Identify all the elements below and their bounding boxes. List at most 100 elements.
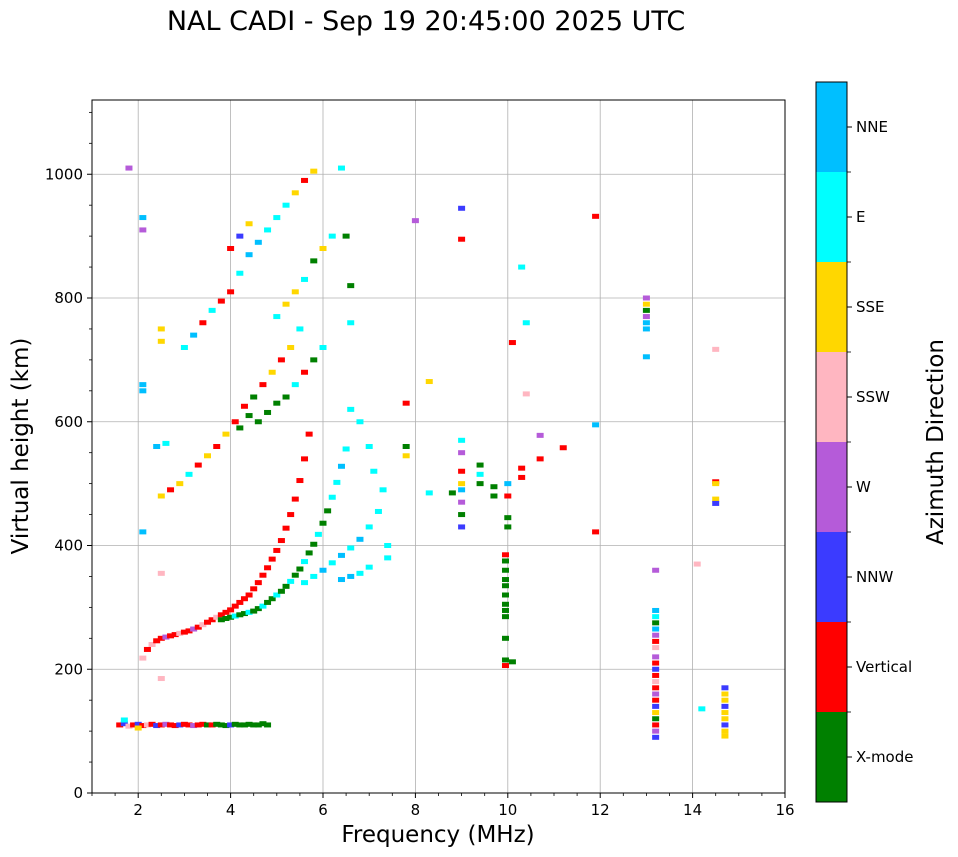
echo-point [208, 617, 216, 623]
echo-point [458, 487, 466, 493]
echo-point [356, 570, 364, 576]
echo-point [458, 524, 466, 530]
echo-point [199, 320, 207, 326]
colorbar-swatch [816, 82, 847, 172]
echo-point [592, 213, 600, 219]
echo-point [125, 723, 133, 729]
x-tick-label: 6 [318, 801, 328, 819]
echo-point [236, 233, 244, 239]
echo-point [374, 508, 382, 514]
series-group [153, 326, 327, 499]
y-tick-label: 1000 [45, 165, 83, 183]
colorbar-swatch [816, 532, 847, 622]
echo-point [693, 561, 701, 567]
echo-point [458, 481, 466, 487]
echo-point [134, 725, 142, 731]
echo-point [157, 570, 165, 576]
echo-point [652, 660, 660, 666]
echo-point [301, 369, 309, 375]
data-points [116, 165, 729, 740]
echo-point [319, 345, 327, 350]
echo-point [180, 721, 188, 727]
echo-point [337, 463, 345, 469]
colorbar-category-label: X-mode [856, 748, 913, 766]
echo-point [501, 567, 509, 573]
echo-point [264, 227, 272, 233]
echo-point [204, 619, 211, 625]
echo-point [171, 632, 179, 638]
echo-point [240, 596, 248, 602]
echo-point [176, 722, 184, 728]
echo-point [305, 431, 313, 437]
echo-point [139, 723, 147, 729]
x-axis-label: Frequency (MHz) [341, 822, 534, 848]
colorbar-frame [815, 81, 848, 803]
colorbar-category-label: Vertical [856, 658, 912, 676]
echo-point [153, 638, 161, 644]
echo-point [240, 722, 248, 728]
echo-point [268, 556, 276, 562]
echo-point [384, 555, 392, 561]
echo-point [501, 635, 509, 641]
echo-point [254, 606, 262, 612]
echo-point [139, 529, 147, 535]
echo-point [652, 672, 660, 678]
echo-point [264, 409, 272, 415]
echo-point [231, 419, 239, 425]
echo-point [120, 717, 128, 723]
echo-point [652, 567, 660, 573]
echo-point [518, 465, 526, 471]
echo-point [190, 723, 198, 729]
echo-point [652, 620, 660, 626]
echo-point [268, 369, 276, 375]
echo-point [264, 599, 272, 605]
echo-point [157, 722, 165, 728]
echo-point [134, 721, 142, 727]
echo-point [504, 515, 512, 521]
echo-point [508, 340, 516, 346]
echo-point [259, 603, 267, 609]
echo-point [208, 307, 216, 313]
echo-point [222, 616, 230, 622]
echo-point [501, 552, 509, 558]
colorbar-category-label: SSW [856, 388, 890, 406]
x-tick-label: 12 [591, 801, 610, 819]
echo-point [139, 388, 147, 394]
echo-point [652, 614, 660, 620]
echo-point [476, 462, 484, 468]
echo-point [231, 603, 239, 609]
x-axis: 2 4 6 8 10 12 14 16 [91, 793, 795, 819]
echo-point [185, 722, 193, 728]
echo-point [222, 431, 230, 437]
echo-point [245, 609, 253, 615]
echo-point [642, 326, 650, 332]
echo-point [652, 654, 660, 660]
echo-point [652, 638, 660, 644]
echo-point [213, 614, 221, 620]
echo-point [277, 538, 285, 544]
echo-point [504, 493, 512, 499]
echo-point [301, 580, 309, 586]
echo-point [227, 614, 235, 620]
echo-point [652, 728, 660, 734]
echo-point [185, 628, 193, 634]
echo-point [642, 314, 650, 320]
echo-point [130, 722, 138, 728]
echo-point [277, 588, 285, 594]
echo-point [301, 177, 309, 183]
echo-point [721, 716, 729, 722]
colorbar-swatch [816, 262, 847, 352]
colorbar-label: Azimuth Direction [923, 339, 949, 545]
echo-point [721, 728, 729, 734]
echo-point [240, 611, 248, 617]
echo-point [721, 697, 729, 703]
echo-point [245, 221, 253, 227]
echo-point [291, 496, 299, 502]
echo-point [167, 633, 175, 639]
echo-point [287, 345, 295, 350]
echo-point [698, 706, 706, 712]
echo-point [652, 626, 660, 632]
echo-point [162, 634, 170, 640]
echo-point [501, 663, 509, 669]
colorbar-swatch [816, 622, 847, 712]
